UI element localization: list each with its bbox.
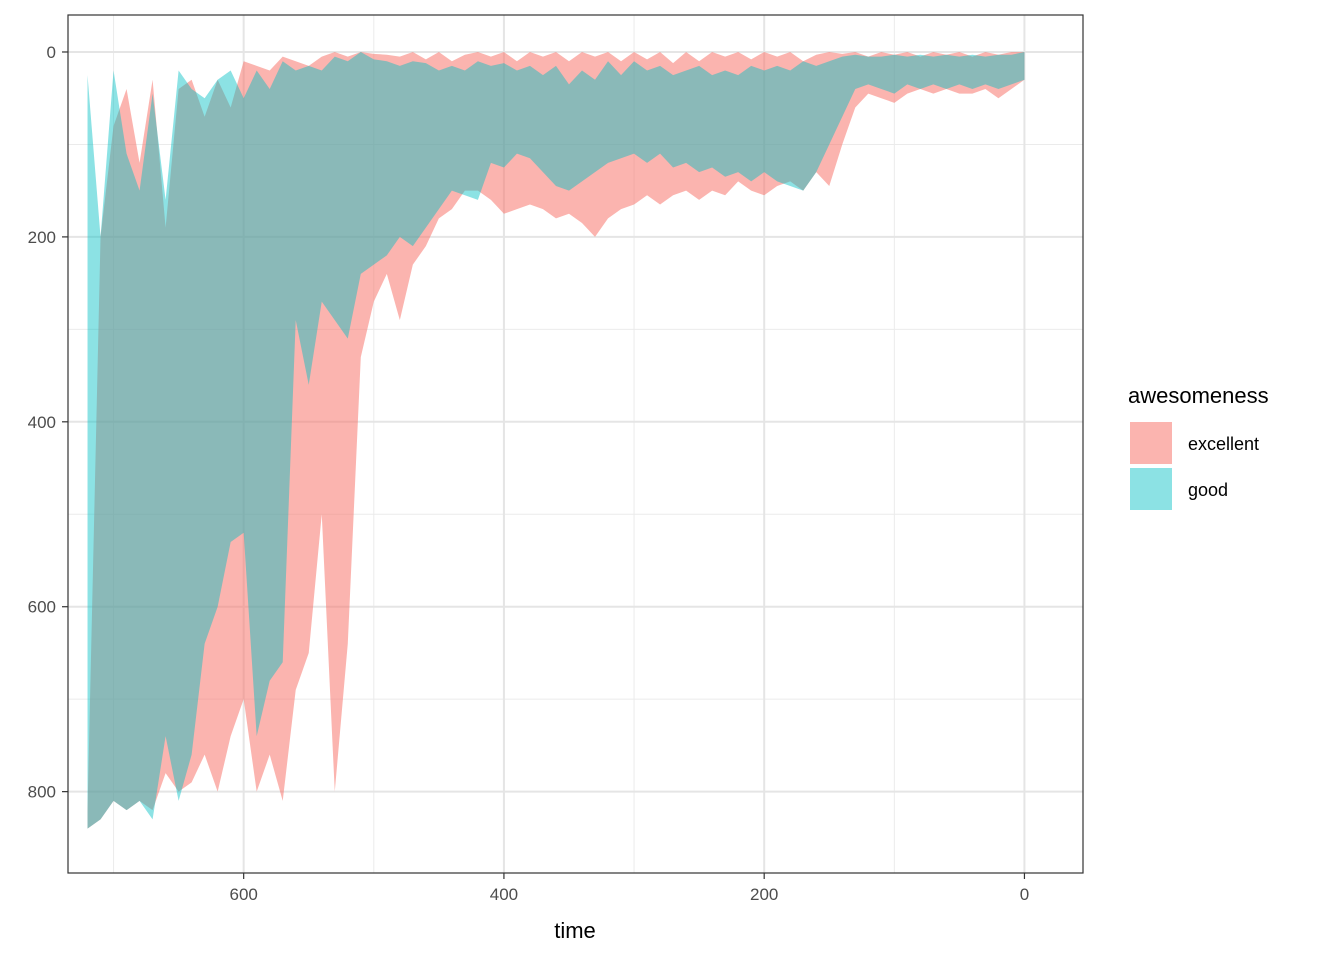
legend-swatch-excellent (1130, 422, 1172, 464)
y-tick-label: 400 (28, 413, 56, 432)
legend-label-excellent: excellent (1188, 434, 1259, 454)
plot-border (67, 14, 1084, 874)
y-axis: 0 200 400 600 800 (28, 43, 68, 802)
legend-label-good: good (1188, 480, 1228, 500)
y-tick-label: 200 (28, 228, 56, 247)
legend: awesomeness excellent good (1128, 383, 1269, 510)
x-tick-label: 400 (490, 885, 518, 904)
series-areas (87, 51, 1025, 829)
legend-title: awesomeness (1128, 383, 1269, 408)
area-excellent (87, 51, 1025, 829)
legend-swatch-good (1130, 468, 1172, 510)
y-tick-label: 600 (28, 598, 56, 617)
y-tick-label: 0 (47, 43, 56, 62)
area-good (87, 51, 1025, 829)
x-axis-title: time (554, 918, 596, 943)
y-tick-label: 800 (28, 783, 56, 802)
x-axis: 600 400 200 0 (229, 873, 1029, 904)
x-tick-label: 200 (750, 885, 778, 904)
x-tick-label: 600 (229, 885, 257, 904)
x-tick-label: 0 (1020, 885, 1029, 904)
